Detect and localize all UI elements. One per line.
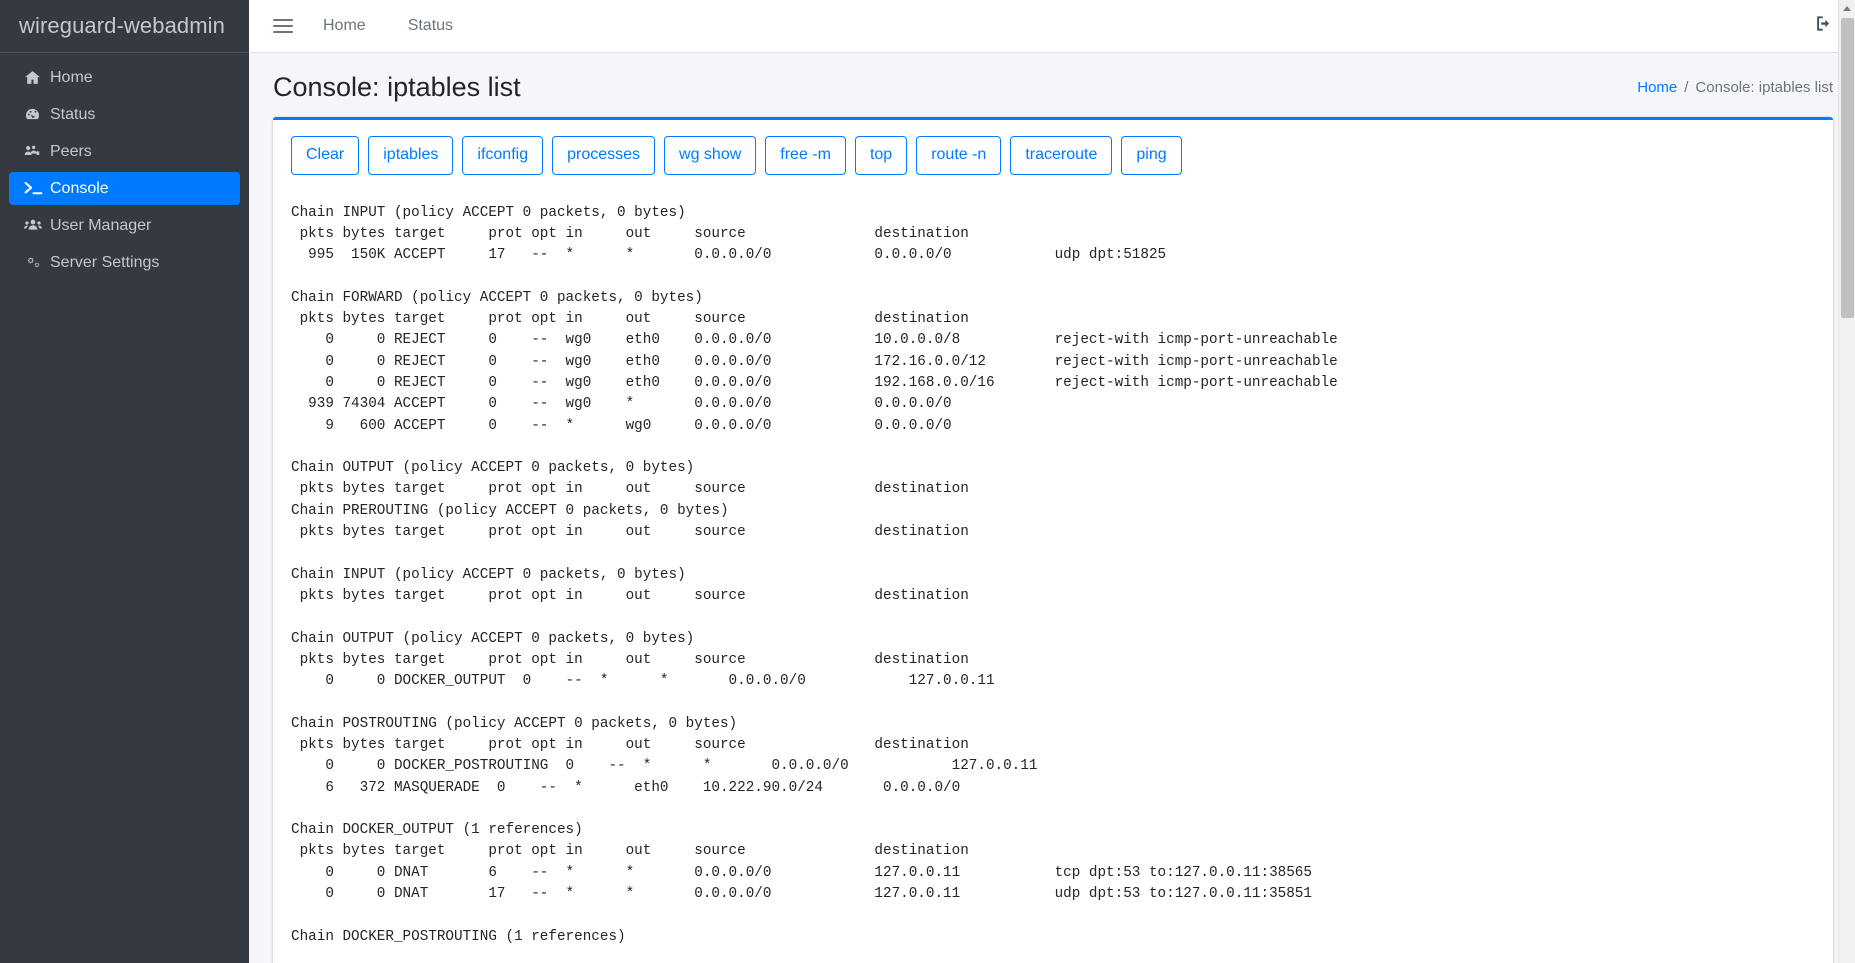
wg-show-button[interactable]: wg show [664,136,757,175]
scrollbar-thumb[interactable] [1841,18,1854,318]
sidebar-item-console[interactable]: Console [9,172,240,205]
breadcrumb-separator: / [1684,78,1689,96]
gauge-icon [24,106,50,123]
sidebar-item-home[interactable]: Home [9,61,240,94]
clear-button[interactable]: Clear [291,136,360,175]
free-m-button[interactable]: free -m [765,136,846,175]
top-navbar: Home Status [249,0,1855,53]
console-output: Chain INPUT (policy ACCEPT 0 packets, 0 … [291,204,1338,945]
home-icon [24,69,50,86]
ping-button[interactable]: ping [1121,136,1182,175]
sidebar-nav: Home Status Peers [0,53,249,279]
users-icon [24,217,50,234]
peers-icon [24,143,50,160]
scroll-up-arrow-icon[interactable] [1839,0,1855,17]
sidebar-item-label: Peers [50,142,92,160]
content-header: Console: iptables list Home / Console: i… [249,53,1855,117]
topnav-link-home[interactable]: Home [323,17,366,34]
page-scrollbar[interactable] [1838,0,1855,963]
sidebar-item-server-settings[interactable]: Server Settings [9,246,240,279]
logout-icon [1814,14,1833,38]
sidebar-item-status[interactable]: Status [9,98,240,131]
ifconfig-button[interactable]: ifconfig [462,136,544,175]
command-button-row: Clear iptables ifconfig processes wg sho… [273,120,1833,188]
sidebar-item-user-manager[interactable]: User Manager [9,209,240,242]
top-button[interactable]: top [854,136,908,175]
sidebar-item-label: User Manager [50,216,152,234]
hamburger-icon[interactable] [273,15,295,37]
topnav-link-status[interactable]: Status [407,17,454,34]
sidebar-item-label: Console [50,179,109,197]
brand-title[interactable]: wireguard-webadmin [0,0,249,53]
traceroute-button[interactable]: traceroute [1010,136,1113,175]
sidebar-item-label: Server Settings [50,253,160,271]
terminal-icon [24,180,50,197]
breadcrumb-current: Console: iptables list [1695,78,1833,96]
gears-icon [24,254,50,271]
main-area: Home Status Console: iptables list Home … [249,0,1855,963]
page-title: Console: iptables list [273,72,521,102]
breadcrumb-home-link[interactable]: Home [1637,78,1678,96]
sidebar-item-label: Status [50,105,96,123]
console-card: Clear iptables ifconfig processes wg sho… [273,117,1833,963]
sidebar-item-peers[interactable]: Peers [9,135,240,168]
logout-button[interactable] [1814,14,1833,38]
processes-button[interactable]: processes [552,136,656,175]
iptables-button[interactable]: iptables [368,136,454,175]
sidebar-item-label: Home [50,68,93,86]
sidebar: wireguard-webadmin Home Status [0,0,249,963]
route-n-button[interactable]: route -n [916,136,1002,175]
breadcrumb: Home / Console: iptables list [1637,79,1833,96]
